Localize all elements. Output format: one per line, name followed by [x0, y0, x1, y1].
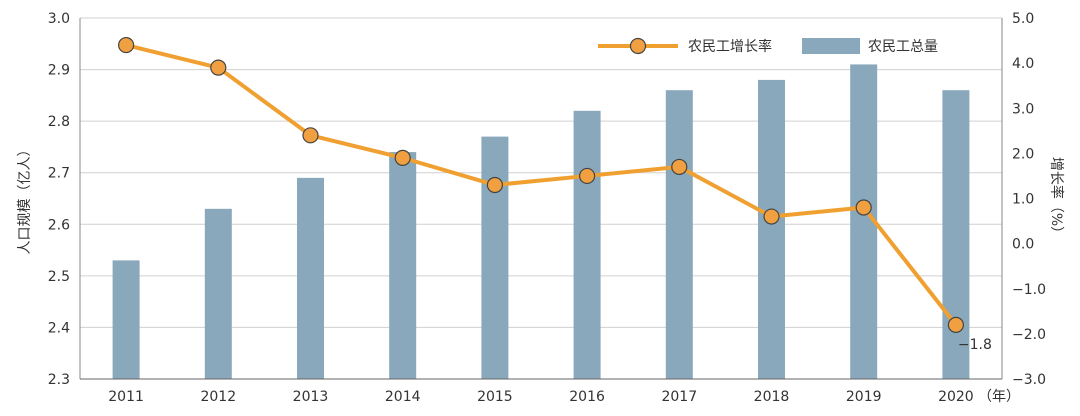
- y-left-tick-label: 3.0: [48, 11, 70, 27]
- bar: [112, 260, 140, 379]
- line-point: [117, 36, 135, 54]
- bar: [573, 110, 601, 379]
- line-point: [210, 59, 227, 76]
- legend: 农民工增长率 农民工总量: [598, 37, 938, 55]
- y-left-tick-label: 2.3: [48, 372, 70, 388]
- gridlines: [80, 17, 1002, 380]
- legend-line-marker: [629, 37, 647, 55]
- y-right-tick-label: 1.0: [1012, 192, 1034, 208]
- y-right-tick-label: 5.0: [1012, 11, 1034, 27]
- y-right-tick-label: 3.0: [1012, 101, 1034, 117]
- y-right-tick-label: 2.0: [1012, 146, 1034, 162]
- bar: [204, 208, 232, 379]
- bar: [297, 177, 324, 379]
- y-left-tick-label: 2.7: [48, 166, 70, 182]
- x-axis-unit: （年）: [978, 389, 1020, 405]
- line-point: [578, 167, 596, 185]
- line-point: [855, 199, 872, 216]
- y-left-tick-label: 2.8: [48, 114, 70, 130]
- y-right-tick-label: 0.0: [1012, 237, 1034, 253]
- x-tick-label: 2020: [938, 389, 974, 405]
- y-left-tick-label: 2.6: [48, 217, 70, 233]
- growth-rate-line: [125, 43, 958, 327]
- legend-label-total: 农民工总量: [868, 39, 938, 55]
- y-left-tick-label: 2.9: [48, 63, 70, 79]
- bar: [389, 152, 417, 379]
- data-label-2020: −1.8: [958, 337, 992, 353]
- line-point: [302, 127, 319, 144]
- line-point: [671, 158, 688, 176]
- y-right-tick-label: −1.0: [1012, 282, 1046, 298]
- y-right-tick-label: −3.0: [1012, 372, 1046, 388]
- line-point: [394, 149, 411, 166]
- y-right-tick-label: 4.0: [1012, 56, 1034, 72]
- x-tick-label: 2012: [200, 389, 236, 405]
- bar-series: [112, 64, 970, 380]
- line-point: [947, 316, 965, 333]
- axes: 2.3 2.4 2.5 2.6 2.7 2.8 2.9 3.0 −3.0 −2.0 −1.0 0.0 1…: [17, 11, 1065, 405]
- bar: [758, 79, 785, 379]
- y-right-axis-title: 增长率（%）: [1048, 157, 1065, 240]
- line-series: −1.8: [117, 36, 992, 353]
- x-tick-label: 2014: [385, 389, 421, 405]
- x-tick-label: 2017: [661, 389, 697, 405]
- x-tick-label: 2013: [293, 389, 329, 405]
- x-tick-label: 2019: [846, 389, 882, 405]
- x-tick-label: 2011: [108, 389, 144, 405]
- y-left-tick-label: 2.5: [48, 269, 70, 285]
- legend-label-growth: 农民工增长率: [688, 38, 772, 55]
- x-tick-label: 2015: [477, 389, 513, 405]
- legend-bar-swatch: [802, 38, 860, 54]
- x-tick-label: 2018: [754, 389, 790, 405]
- y-left-axis-title: 人口规模（亿人）: [17, 143, 33, 255]
- y-left-tick-label: 2.4: [48, 320, 70, 336]
- bar: [665, 90, 693, 379]
- line-point: [486, 176, 503, 194]
- y-right-tick-label: −2.0: [1012, 327, 1046, 343]
- line-point: [763, 208, 780, 225]
- bar: [481, 136, 509, 379]
- x-tick-label: 2016: [569, 389, 605, 405]
- bar: [942, 90, 970, 379]
